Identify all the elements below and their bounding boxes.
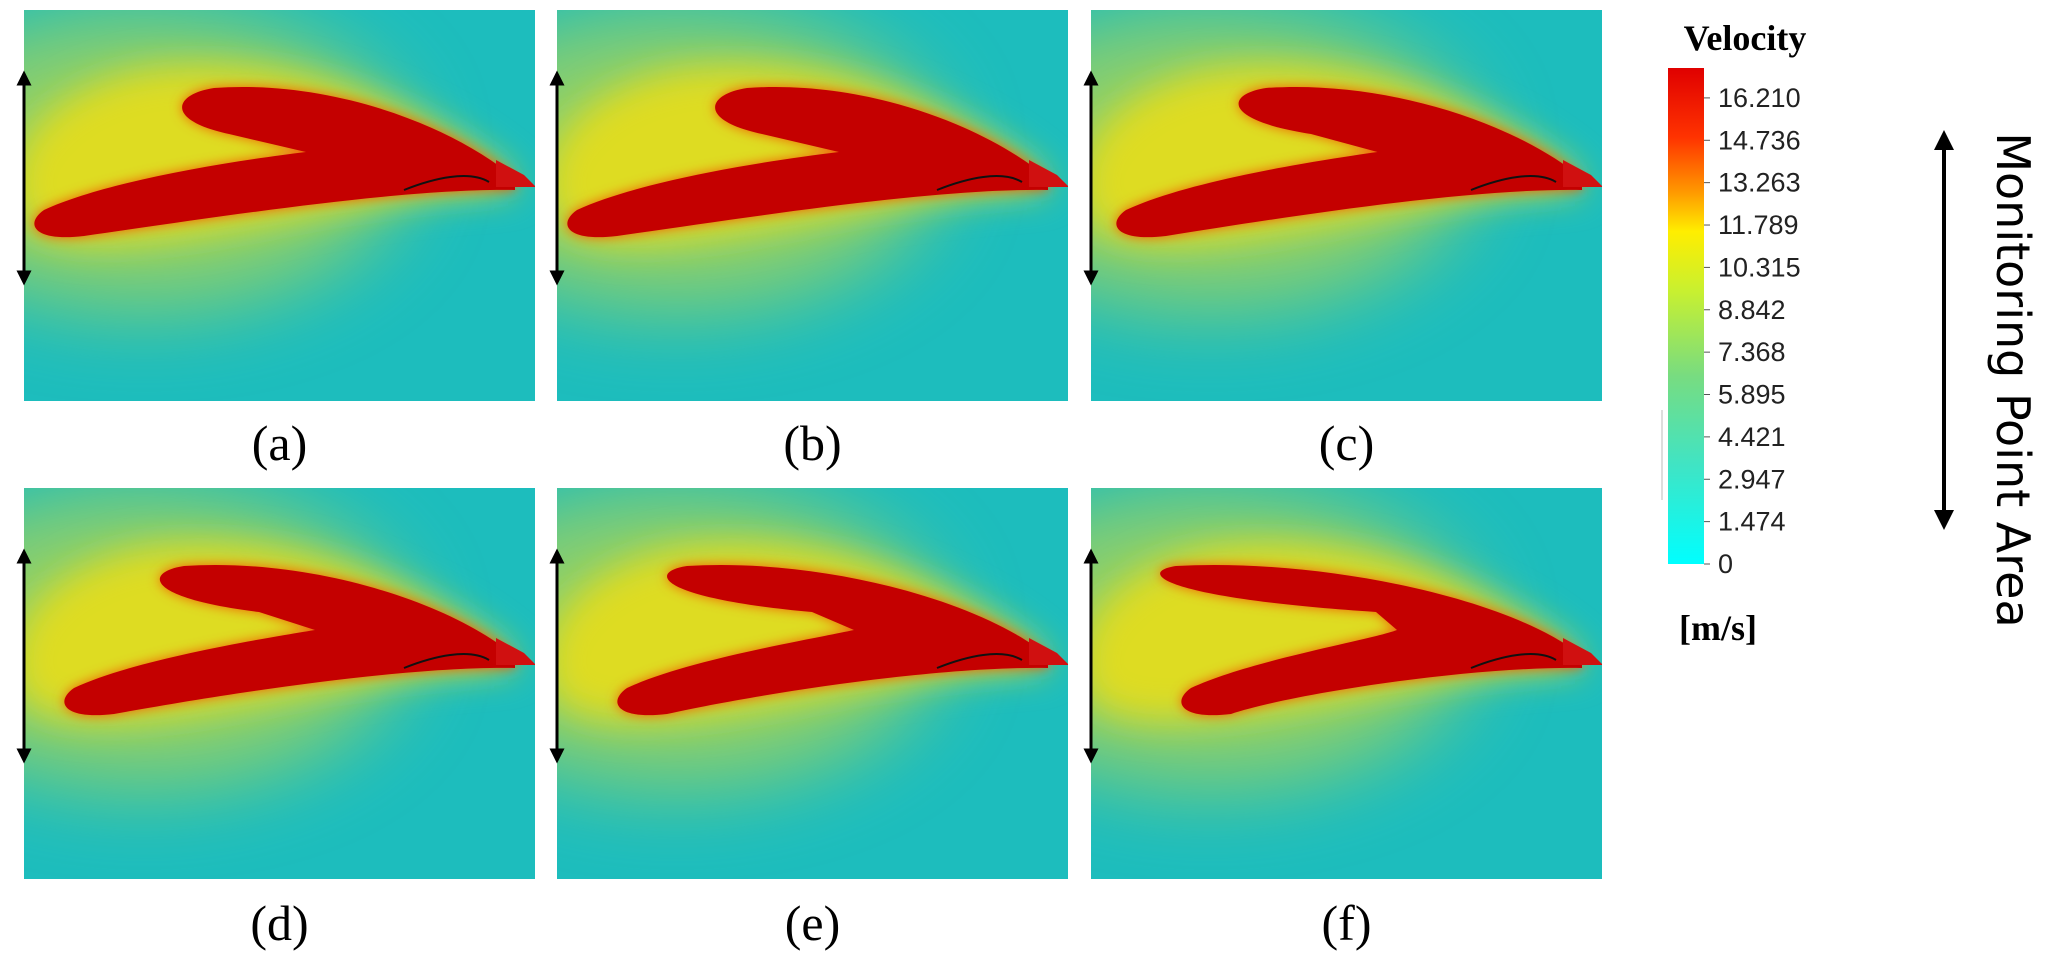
- plume-red: [617, 564, 1048, 716]
- plume-red: [1160, 564, 1582, 716]
- nozzle: [1563, 638, 1602, 665]
- deflector: [936, 653, 1023, 669]
- colorbar-tick-label: 1.474: [1718, 507, 1786, 537]
- colorbar-tick-label: 14.736: [1718, 125, 1801, 155]
- panel-label: (a): [252, 415, 308, 471]
- colorbar-tick-label: 16.210: [1718, 83, 1801, 113]
- panel-label: (f): [1322, 895, 1372, 951]
- contour-field: [24, 488, 535, 879]
- contour-panel: (f): [1083, 488, 1602, 951]
- panels: (a) (b) (c) (d) (e) (f): [16, 10, 1602, 951]
- colorbar-tick-label: 13.263: [1718, 168, 1801, 198]
- deflector: [403, 653, 490, 669]
- colorbar-tick-label: 2.947: [1718, 464, 1786, 494]
- contour-field: [24, 10, 535, 401]
- contour-field: [557, 10, 1068, 401]
- panel-label: (e): [785, 895, 841, 951]
- colorbar: [1668, 68, 1704, 564]
- colorbar-tick-label: 5.895: [1718, 379, 1786, 409]
- nozzle: [1563, 160, 1602, 187]
- contour-panel: (a): [16, 10, 535, 471]
- contour-panel: (c): [1083, 10, 1602, 471]
- nozzle: [1029, 638, 1068, 665]
- panel-label: (d): [250, 895, 308, 951]
- annotation: Monitoring Point Area: [1986, 132, 2040, 627]
- contour-field: [1091, 10, 1602, 401]
- contour-panel: (b): [549, 10, 1068, 471]
- deflector: [1470, 175, 1557, 191]
- deflector: [1470, 653, 1557, 669]
- nozzle: [496, 638, 535, 665]
- plume-red: [64, 564, 516, 716]
- colorbar-tick-label: 10.315: [1718, 252, 1801, 282]
- colorbar-tick-label: 0: [1718, 549, 1733, 579]
- legend-title: Velocity: [1684, 18, 1807, 58]
- deflector: [936, 175, 1023, 191]
- colorbar-tick-label: 7.368: [1718, 337, 1786, 367]
- plume-red: [1116, 86, 1582, 238]
- contour-panel: (e): [549, 488, 1068, 951]
- plume-red: [34, 86, 516, 238]
- plume-red: [567, 86, 1048, 238]
- panel-label: (c): [1319, 415, 1375, 471]
- nozzle: [1029, 160, 1068, 187]
- contour-panel: (d): [16, 488, 535, 951]
- contour-field: [1091, 488, 1602, 879]
- deflector: [403, 175, 490, 191]
- colorbar-tick-label: 11.789: [1718, 210, 1799, 240]
- colorbar-tick-label: 8.842: [1718, 295, 1786, 325]
- panel-label: (b): [783, 415, 841, 471]
- colorbar-tick-label: 4.421: [1718, 422, 1786, 452]
- legend-unit: [m/s]: [1679, 608, 1757, 648]
- contour-field: [557, 488, 1068, 879]
- nozzle: [496, 160, 535, 187]
